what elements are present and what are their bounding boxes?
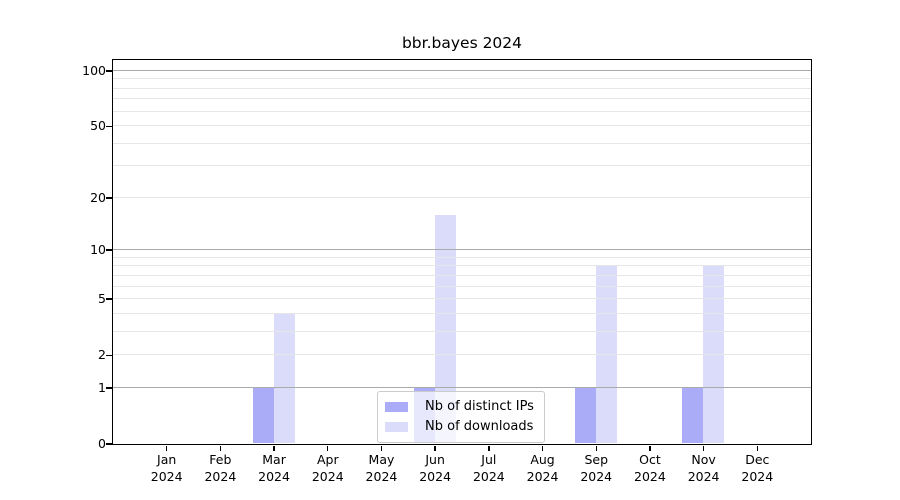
x-tick-month: Apr	[316, 452, 339, 467]
legend-swatch-downloads	[385, 422, 408, 432]
bar-downloads-mar	[273, 313, 295, 444]
gridline-4	[112, 312, 811, 314]
gridline-100	[112, 69, 811, 72]
chart-title: bbr.bayes 2024	[401, 34, 523, 52]
x-tick-label-feb: Feb 2024	[188, 452, 252, 485]
y-tick-label-100: 100	[82, 63, 106, 78]
x-tick-oct	[649, 445, 651, 451]
y-tick-2	[106, 354, 112, 356]
x-tick-label-aug: Aug 2024	[511, 452, 575, 485]
x-tick-label-jan: Jan 2024	[135, 452, 199, 485]
gridline-60	[112, 110, 811, 112]
y-tick-label-5: 5	[98, 291, 106, 307]
x-tick-month: Oct	[639, 452, 661, 467]
gridline-7	[112, 274, 811, 276]
legend: Nb of distinct IPs Nb of downloads	[377, 391, 545, 443]
x-tick-year: 2024	[311, 468, 344, 484]
x-tick-label-jun: Jun 2024	[403, 452, 467, 485]
gridline-90	[112, 78, 811, 80]
gridline-6	[112, 285, 811, 287]
y-tick-1	[106, 387, 112, 389]
legend-item-distinct-ips: Nb of distinct IPs	[385, 397, 534, 417]
y-tick-label-20: 20	[90, 189, 106, 205]
x-tick-sep	[595, 445, 597, 451]
bar-downloads-jun	[434, 214, 456, 444]
bar-distinct-ips-sep	[574, 387, 596, 444]
x-tick-month: Jan	[157, 452, 177, 467]
gridline-2	[112, 354, 811, 356]
x-tick-year: 2024	[687, 468, 720, 484]
y-tick-label-2: 2	[98, 347, 106, 363]
y-tick-100	[106, 70, 112, 72]
x-tick-dec	[756, 445, 758, 451]
gridline-80	[112, 87, 811, 89]
legend-swatch-distinct-ips	[385, 402, 408, 412]
x-tick-may	[380, 445, 383, 451]
gridline-50	[112, 125, 811, 127]
x-tick-feb	[219, 445, 222, 451]
x-tick-jan	[165, 445, 168, 451]
x-tick-aug	[541, 445, 544, 451]
y-tick-label-0: 0	[98, 436, 106, 451]
x-tick-label-oct: Oct 2024	[618, 452, 682, 485]
x-tick-label-nov: Nov 2024	[672, 452, 736, 485]
gridline-10	[112, 249, 811, 251]
x-tick-year: 2024	[365, 468, 398, 484]
x-tick-label-may: May 2024	[349, 452, 413, 485]
y-tick-10	[106, 249, 112, 251]
x-tick-label-mar: Mar 2024	[242, 452, 306, 485]
x-tick-month: Feb	[209, 452, 232, 467]
gridline-9	[112, 256, 811, 258]
x-tick-month: Mar	[262, 452, 286, 467]
x-tick-year: 2024	[526, 468, 559, 484]
x-tick-month: Aug	[530, 452, 555, 467]
y-tick-50	[106, 125, 112, 127]
x-tick-month: May	[368, 452, 395, 467]
x-tick-year: 2024	[741, 468, 774, 484]
gridline-8	[112, 265, 811, 267]
x-tick-month: Jul	[481, 452, 497, 467]
y-tick-5	[106, 298, 112, 300]
gridline-20	[112, 196, 811, 198]
x-tick-year: 2024	[419, 468, 452, 484]
y-tick-20	[106, 197, 112, 199]
x-tick-month: Jun	[425, 452, 445, 467]
x-tick-month: Dec	[745, 452, 770, 467]
x-tick-label-apr: Apr 2024	[296, 452, 360, 485]
y-tick-0	[106, 443, 112, 445]
x-tick-year: 2024	[472, 468, 505, 484]
x-tick-label-sep: Sep 2024	[564, 452, 628, 485]
y-tick-label-50: 50	[90, 118, 106, 134]
x-tick-jul	[488, 445, 490, 451]
x-tick-month: Nov	[691, 452, 716, 467]
x-tick-nov	[702, 445, 705, 451]
x-tick-year: 2024	[204, 468, 237, 484]
legend-item-downloads: Nb of downloads	[385, 417, 534, 437]
bar-distinct-ips-mar	[252, 387, 274, 444]
gridline-1	[112, 386, 811, 389]
x-tick-apr	[327, 445, 329, 451]
x-tick-label-dec: Dec 2024	[725, 452, 789, 485]
legend-label-downloads: Nb of downloads	[425, 419, 534, 434]
gridline-5	[112, 298, 811, 300]
x-tick-year: 2024	[580, 468, 613, 484]
x-tick-year: 2024	[634, 468, 666, 484]
plot-area	[111, 58, 812, 445]
x-tick-jun	[434, 445, 436, 451]
x-tick-month: Sep	[584, 452, 608, 467]
gridline-40	[112, 142, 811, 144]
x-tick-label-jul: Jul 2024	[457, 452, 521, 485]
gridline-30	[112, 165, 811, 167]
x-tick-mar	[273, 445, 275, 451]
y-tick-label-10: 10	[90, 242, 106, 258]
gridline-3	[112, 330, 811, 332]
legend-label-distinct-ips: Nb of distinct IPs	[425, 399, 534, 414]
y-tick-label-1: 1	[98, 379, 106, 395]
x-tick-year: 2024	[150, 468, 183, 484]
x-tick-year: 2024	[258, 468, 290, 484]
bar-distinct-ips-nov	[682, 387, 704, 444]
gridline-70	[112, 98, 811, 100]
